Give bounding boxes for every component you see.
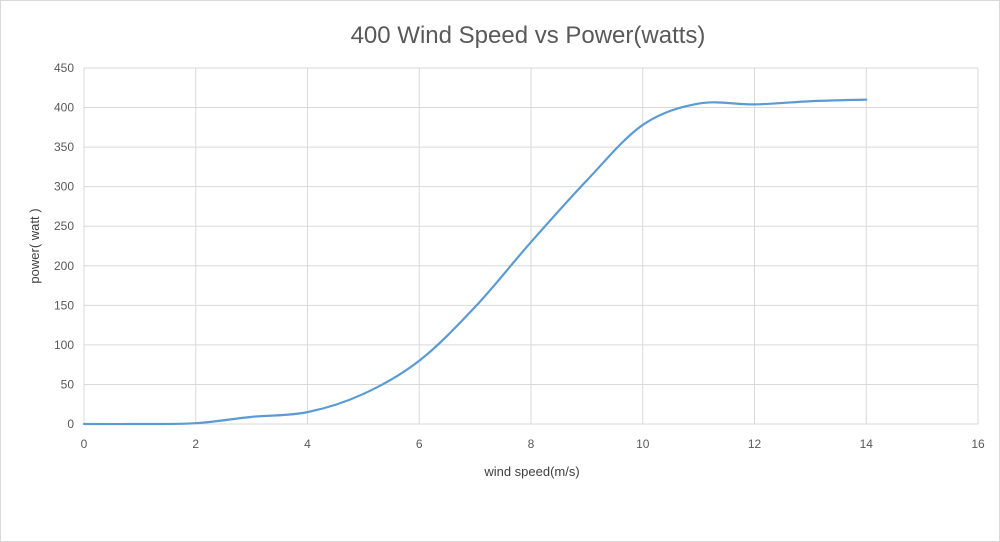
- y-tick-label: 50: [61, 377, 75, 391]
- y-tick-label: 400: [54, 101, 74, 115]
- chart-title: 400 Wind Speed vs Power(watts): [351, 22, 706, 49]
- x-tick-label: 8: [528, 437, 535, 451]
- x-tick-label: 2: [192, 437, 199, 451]
- y-axis-ticks: 0 50 100 150 200 250 300 350 400 450: [54, 61, 74, 431]
- x-tick-label: 0: [81, 437, 88, 451]
- x-tick-label: 16: [971, 437, 985, 451]
- y-axis-label: power( watt ): [27, 208, 42, 283]
- y-tick-label: 300: [54, 180, 74, 194]
- y-tick-label: 350: [54, 140, 74, 154]
- y-tick-label: 100: [54, 338, 74, 352]
- y-tick-label: 0: [67, 417, 74, 431]
- x-axis-ticks: 0 2 4 6 8 10 12 14 16: [81, 437, 985, 451]
- gridlines: [83, 67, 979, 425]
- x-tick-label: 6: [416, 437, 423, 451]
- x-tick-label: 14: [860, 437, 874, 451]
- x-axis-label: wind speed(m/s): [483, 464, 579, 479]
- y-tick-label: 200: [54, 259, 74, 273]
- y-tick-label: 250: [54, 219, 74, 233]
- x-tick-label: 10: [636, 437, 650, 451]
- y-tick-label: 150: [54, 298, 74, 312]
- y-tick-label: 450: [54, 61, 74, 75]
- series-line-power: [82, 98, 868, 426]
- x-tick-label: 12: [748, 437, 762, 451]
- x-tick-label: 4: [304, 437, 311, 451]
